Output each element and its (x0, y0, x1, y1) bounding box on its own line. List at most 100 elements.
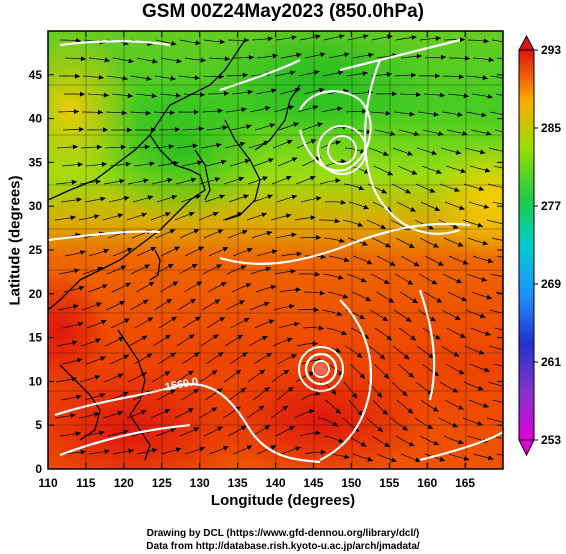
x-tick-label: 150 (341, 476, 361, 490)
streamline-arrow (296, 52, 302, 58)
streamline-arrow (458, 405, 464, 410)
streamline-arrow (103, 92, 109, 98)
credit-drawing: Drawing by DCL (https://www.gfd-dennou.o… (146, 528, 420, 539)
streamline-arrow (147, 195, 154, 201)
streamline-arrow (174, 246, 180, 252)
streamline-arrow (507, 40, 512, 45)
streamline-arrow (190, 177, 197, 183)
streamline-arrow (166, 299, 172, 304)
streamline-arrow (336, 311, 343, 316)
streamline-arrow (169, 110, 175, 116)
streamline-arrow (338, 70, 344, 76)
streamline-arrow (503, 384, 508, 389)
streamline (488, 345, 503, 350)
streamline-arrow (383, 151, 389, 156)
streamline-arrow (295, 287, 301, 293)
streamline-arrow (144, 264, 150, 270)
streamline-arrow (211, 407, 218, 413)
streamline-arrow (512, 256, 517, 261)
x-tick-label: 165 (455, 476, 475, 490)
streamline-arrow (309, 408, 315, 414)
streamline-arrow (172, 281, 179, 287)
streamline-arrow (384, 442, 390, 447)
streamline-arrow (264, 301, 270, 307)
streamline-arrow (390, 261, 396, 266)
colorbar-max-arrow (518, 34, 535, 51)
streamline-arrow (408, 441, 415, 447)
streamline-arrow (152, 448, 158, 453)
streamline-arrow (438, 261, 444, 266)
streamline-arrow (267, 194, 273, 200)
streamline-arrow (436, 297, 443, 303)
streamline-arrow (339, 238, 345, 243)
streamline-arrow (127, 93, 133, 99)
streamline-arrow (268, 158, 274, 163)
streamline-arrow (458, 74, 464, 80)
x-axis-label: Longitude (degrees) (210, 492, 356, 509)
chart-title: GSM 00Z24May2023 (850.0hPa) (142, 1, 424, 22)
streamline-arrow (118, 337, 124, 342)
streamline-arrow (508, 203, 513, 208)
colorbar-tick-label: 261 (541, 355, 561, 369)
streamline-arrow (407, 151, 413, 156)
streamline-arrow (360, 277, 367, 283)
streamline-arrow (510, 131, 516, 136)
streamline (494, 327, 503, 331)
streamline (492, 399, 503, 403)
streamline-arrow (247, 247, 253, 253)
y-tick-label: 45 (29, 68, 43, 82)
streamline-arrow (117, 410, 123, 416)
streamline-arrow (343, 257, 350, 262)
streamline-arrow (243, 37, 249, 43)
streamline-arrow (433, 111, 439, 117)
streamline-arrow (428, 353, 435, 359)
streamline-arrow (439, 92, 445, 98)
streamline-arrow (376, 392, 383, 398)
streamline-arrow (507, 239, 512, 244)
streamline-arrow (367, 456, 373, 462)
streamline-arrow (504, 149, 510, 154)
streamline-arrow (245, 283, 252, 288)
streamline-arrow (101, 320, 107, 325)
streamline-arrow (126, 247, 133, 253)
streamline-arrow (217, 229, 224, 234)
y-tick-label: 10 (29, 374, 43, 388)
streamline-arrow (77, 162, 83, 168)
streamline-arrow (340, 199, 346, 205)
streamline-arrow (223, 91, 229, 96)
streamline-arrow (460, 37, 465, 42)
streamline (496, 57, 503, 60)
streamline-arrow (120, 265, 127, 271)
streamline-arrow (240, 425, 247, 431)
streamline-arrow (320, 449, 326, 455)
streamline-arrow (508, 401, 513, 406)
streamline-arrow (428, 224, 434, 230)
streamline (496, 255, 503, 258)
streamline-arrow (352, 392, 358, 399)
colorbar-tick-label: 253 (541, 433, 561, 447)
streamline-arrow (262, 176, 268, 181)
streamline-arrow (75, 38, 81, 43)
streamline-arrow (191, 264, 198, 269)
streamline-arrow (246, 124, 252, 130)
streamline-arrow (315, 234, 321, 240)
streamline-arrow (70, 413, 76, 418)
streamline-arrow (192, 143, 198, 149)
y-axis-ticks: 0 5 10 15 20 25 30 35 40 45 (29, 68, 503, 476)
streamline-arrow (74, 73, 80, 79)
streamline-arrow (100, 356, 106, 361)
streamline-arrow (315, 430, 321, 436)
white-contours (48, 38, 503, 464)
streamline-arrow (265, 106, 271, 111)
streamline-arrow (170, 352, 176, 358)
streamline (492, 201, 503, 205)
streamline-arrow (431, 150, 437, 156)
streamline-arrow (213, 334, 219, 340)
streamline-arrow (195, 40, 201, 46)
streamline-arrow (214, 299, 221, 305)
streamline (490, 75, 503, 79)
colorbar: 293 285 277 269 261 253 (518, 34, 561, 457)
streamline-arrow (170, 75, 176, 81)
streamline-arrow (285, 213, 292, 219)
